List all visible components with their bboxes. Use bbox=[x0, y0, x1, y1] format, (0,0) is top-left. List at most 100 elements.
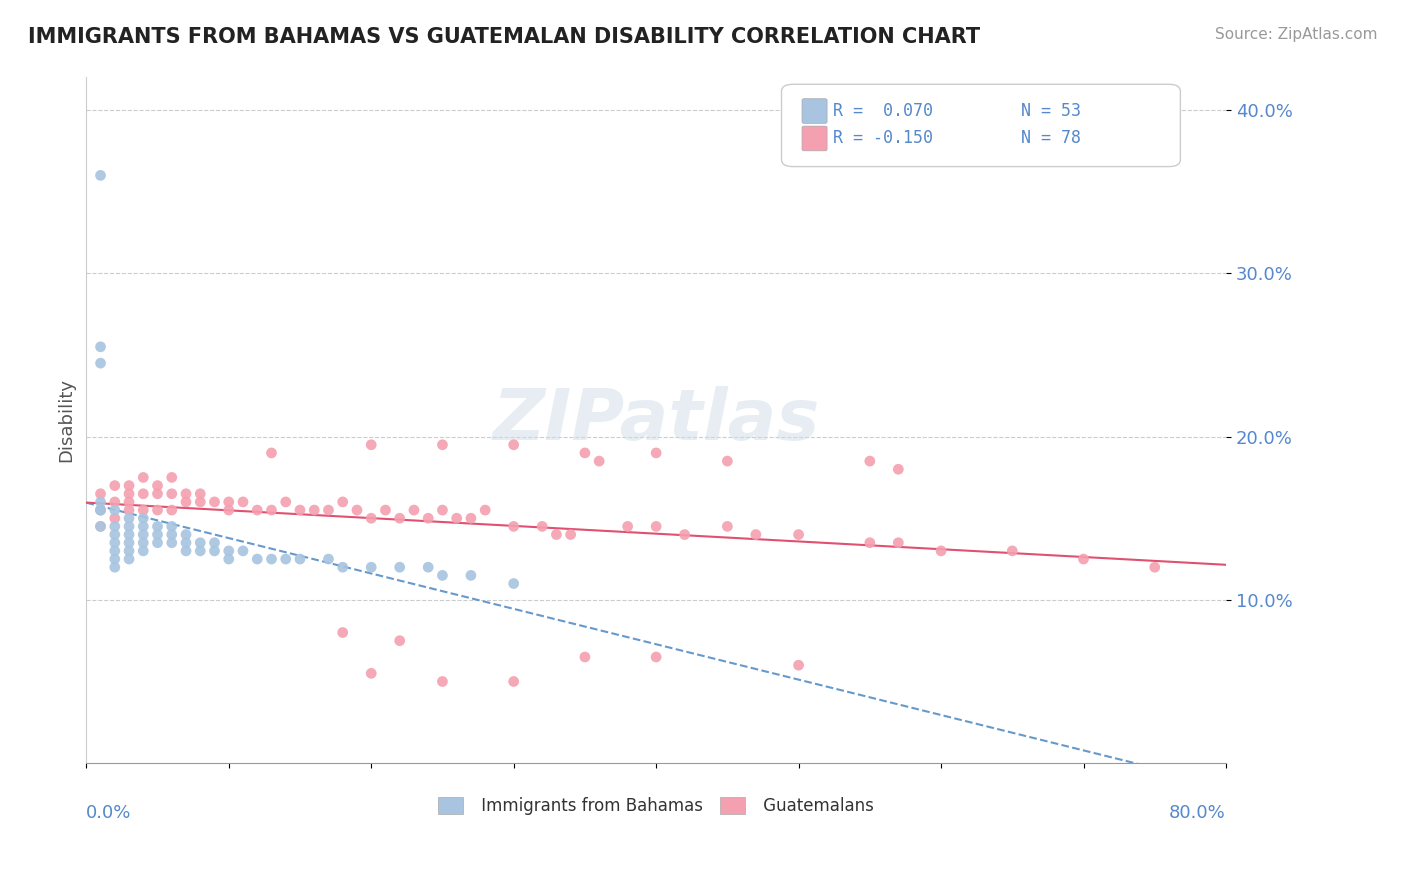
Point bbox=[332, 560, 354, 574]
Point bbox=[118, 478, 141, 492]
Point bbox=[745, 527, 768, 541]
Point bbox=[274, 552, 297, 566]
Point bbox=[132, 511, 155, 525]
Point bbox=[146, 487, 169, 501]
Point bbox=[160, 535, 183, 549]
Point bbox=[432, 503, 454, 517]
Point bbox=[160, 519, 183, 533]
Point bbox=[146, 478, 169, 492]
Point bbox=[132, 470, 155, 484]
Point bbox=[204, 544, 226, 558]
Text: 80.0%: 80.0% bbox=[1170, 804, 1226, 822]
FancyBboxPatch shape bbox=[801, 126, 827, 151]
Point bbox=[90, 503, 112, 517]
Point bbox=[218, 552, 240, 566]
Point bbox=[274, 495, 297, 509]
Point bbox=[318, 503, 340, 517]
FancyBboxPatch shape bbox=[801, 99, 827, 123]
Point bbox=[104, 560, 127, 574]
Point bbox=[418, 511, 440, 525]
Point bbox=[146, 503, 169, 517]
Point bbox=[118, 511, 141, 525]
Text: Source: ZipAtlas.com: Source: ZipAtlas.com bbox=[1215, 27, 1378, 42]
Point bbox=[260, 552, 283, 566]
Point bbox=[929, 544, 952, 558]
Point bbox=[246, 503, 269, 517]
Point bbox=[346, 503, 368, 517]
Point bbox=[645, 650, 668, 665]
Point bbox=[388, 560, 411, 574]
Point bbox=[160, 487, 183, 501]
Point bbox=[531, 519, 554, 533]
Point bbox=[502, 576, 524, 591]
Point bbox=[160, 470, 183, 484]
Point bbox=[360, 511, 382, 525]
Point bbox=[616, 519, 638, 533]
Point bbox=[645, 519, 668, 533]
Point bbox=[188, 487, 211, 501]
Point bbox=[446, 511, 468, 525]
Text: N = 78: N = 78 bbox=[1021, 129, 1081, 147]
Point bbox=[332, 495, 354, 509]
Point bbox=[887, 462, 910, 476]
Text: R = -0.150: R = -0.150 bbox=[832, 129, 932, 147]
Point bbox=[118, 527, 141, 541]
Text: 0.0%: 0.0% bbox=[86, 804, 132, 822]
Point bbox=[104, 511, 127, 525]
Point bbox=[502, 519, 524, 533]
Text: N = 53: N = 53 bbox=[1021, 102, 1081, 120]
Point bbox=[204, 535, 226, 549]
Point bbox=[132, 527, 155, 541]
Point bbox=[146, 527, 169, 541]
Point bbox=[432, 568, 454, 582]
Point bbox=[132, 544, 155, 558]
Point bbox=[388, 633, 411, 648]
Point bbox=[104, 503, 127, 517]
Point bbox=[1073, 552, 1095, 566]
Point bbox=[432, 438, 454, 452]
Point bbox=[673, 527, 696, 541]
Point bbox=[174, 535, 197, 549]
Point bbox=[859, 454, 882, 468]
Point bbox=[288, 552, 311, 566]
Point bbox=[118, 544, 141, 558]
Point bbox=[104, 552, 127, 566]
Point bbox=[318, 552, 340, 566]
Point bbox=[104, 527, 127, 541]
Point bbox=[887, 535, 910, 549]
Point bbox=[118, 535, 141, 549]
Point bbox=[188, 535, 211, 549]
Point bbox=[1001, 544, 1024, 558]
Point bbox=[132, 535, 155, 549]
Point bbox=[232, 544, 254, 558]
Point bbox=[588, 454, 610, 468]
Point bbox=[104, 519, 127, 533]
Point bbox=[787, 658, 810, 673]
Point bbox=[90, 519, 112, 533]
Point bbox=[502, 674, 524, 689]
Point bbox=[360, 438, 382, 452]
Point bbox=[716, 454, 738, 468]
Point bbox=[188, 495, 211, 509]
Point bbox=[132, 503, 155, 517]
Point bbox=[460, 511, 482, 525]
Text: R =  0.070: R = 0.070 bbox=[832, 102, 932, 120]
Point bbox=[188, 544, 211, 558]
Point bbox=[332, 625, 354, 640]
Point bbox=[574, 446, 596, 460]
Point bbox=[374, 503, 396, 517]
Text: IMMIGRANTS FROM BAHAMAS VS GUATEMALAN DISABILITY CORRELATION CHART: IMMIGRANTS FROM BAHAMAS VS GUATEMALAN DI… bbox=[28, 27, 980, 46]
Point bbox=[360, 560, 382, 574]
Point bbox=[574, 650, 596, 665]
Point bbox=[174, 527, 197, 541]
Point bbox=[146, 535, 169, 549]
Point bbox=[104, 535, 127, 549]
Point bbox=[360, 666, 382, 681]
Point bbox=[118, 519, 141, 533]
Point bbox=[432, 674, 454, 689]
Point bbox=[90, 487, 112, 501]
Point bbox=[118, 552, 141, 566]
Point bbox=[118, 503, 141, 517]
Point bbox=[418, 560, 440, 574]
Point bbox=[90, 519, 112, 533]
